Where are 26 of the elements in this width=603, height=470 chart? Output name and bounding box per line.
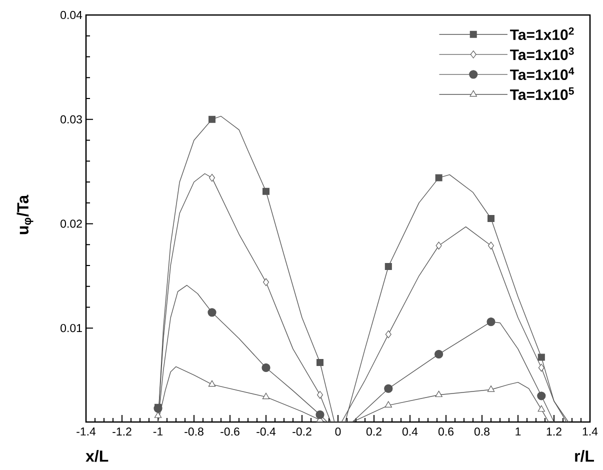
x-tick-label: 1.4 bbox=[582, 428, 598, 436]
legend-label: Ta=1x10$^{3}$ bbox=[510, 47, 574, 60]
x-tick-label: 0.2 bbox=[366, 428, 382, 436]
x-tick-label: -1.4 bbox=[76, 428, 96, 436]
x-tick-label: 0.8 bbox=[474, 428, 490, 436]
x-tick-label: -1.2 bbox=[112, 428, 132, 436]
legend-label: Ta=1x10$^{4}$ bbox=[510, 67, 574, 80]
x-tick-label: -0.8 bbox=[184, 428, 204, 436]
y-tick-label: 0.04 bbox=[60, 10, 82, 20]
x-tick-label: -0.6 bbox=[220, 428, 240, 436]
x-tick-label: 1 bbox=[516, 428, 521, 436]
legend-label: Ta=1x10$^{2}$ bbox=[510, 27, 574, 40]
x-tick-label: -0.2 bbox=[292, 428, 312, 436]
legend-label: Ta=1x10$^{5}$ bbox=[510, 87, 574, 100]
y-tick-label: 0.03 bbox=[60, 115, 82, 124]
x-tick-label: -0.4 bbox=[256, 428, 276, 436]
x-tick-label: 1.2 bbox=[546, 428, 562, 436]
y-tick-label: 0.02 bbox=[60, 220, 82, 228]
y-tick-label: 0.01 bbox=[60, 324, 82, 332]
x-tick-label: -1 bbox=[153, 428, 163, 436]
x-tick-label: 0 bbox=[335, 428, 341, 436]
text: r/L bbox=[575, 450, 594, 462]
x-axis-title: x/L bbox=[86, 450, 108, 462]
x-tick-label: 0.4 bbox=[402, 428, 418, 436]
y-axis-title: u$_{φ}$/Ta bbox=[16, 194, 34, 234]
x-tick-label: 0.6 bbox=[438, 428, 454, 436]
